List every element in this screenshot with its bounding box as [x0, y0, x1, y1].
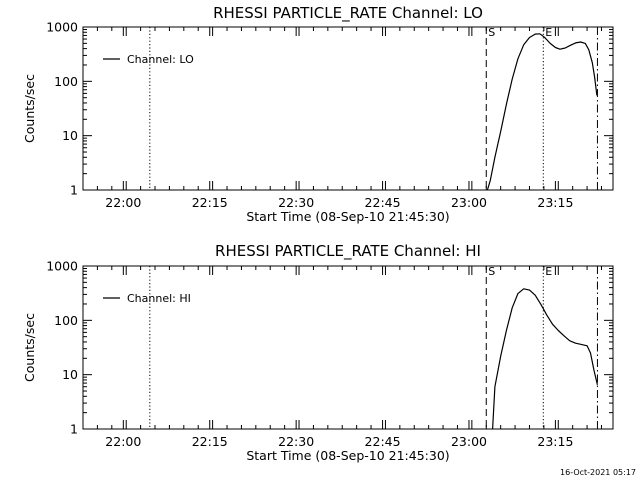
y-tick-label: 10	[62, 128, 78, 143]
marker-label: S	[488, 265, 495, 278]
y-tick-label: 1	[70, 422, 78, 437]
y-axis-label: Counts/sec	[22, 313, 37, 382]
x-tick-label: 22:15	[192, 195, 228, 210]
chart-title: RHESSI PARTICLE_RATE Channel: HI	[215, 242, 481, 261]
marker-label: E	[545, 265, 552, 278]
x-tick-label: 22:30	[278, 195, 314, 210]
x-tick-label: 22:45	[365, 195, 401, 210]
y-tick-label: 1000	[46, 259, 78, 274]
legend-label: Channel: LO	[127, 53, 194, 66]
x-tick-label: 22:15	[192, 434, 228, 449]
x-tick-label: 23:00	[451, 434, 487, 449]
y-axis-label: Counts/sec	[22, 74, 37, 143]
chart-title: RHESSI PARTICLE_RATE Channel: LO	[213, 4, 483, 23]
chart-panel-1: RHESSI PARTICLE_RATE Channel: LO 22:00 22:…	[22, 4, 614, 224]
plot-frame	[82, 265, 614, 430]
y-tick-label: 10	[62, 367, 78, 382]
marker-label: E	[545, 26, 552, 39]
plot-frame	[82, 26, 614, 191]
x-tick-label: 23:15	[537, 195, 573, 210]
x-tick-label: 22:45	[365, 434, 401, 449]
x-tick-label: 23:15	[537, 434, 573, 449]
y-tick-label: 100	[54, 74, 78, 89]
x-tick-label: 22:00	[105, 195, 141, 210]
x-axis-label: Start Time (08-Sep-10 21:45:30)	[246, 209, 449, 224]
timestamp-label: 16-Oct-2021 05:17	[560, 468, 636, 477]
legend-label: Channel: HI	[127, 292, 191, 305]
y-tick-label: 1000	[46, 20, 78, 35]
y-tick-label: 100	[54, 313, 78, 328]
series-line	[486, 33, 598, 191]
x-tick-label: 23:00	[451, 195, 487, 210]
x-tick-label: 22:00	[105, 434, 141, 449]
y-tick-label: 1	[70, 183, 78, 198]
series-line	[492, 288, 598, 430]
x-tick-label: 22:30	[278, 434, 314, 449]
chart-panel-2: RHESSI PARTICLE_RATE Channel: HI 22:00 22:…	[22, 242, 614, 463]
marker-label: S	[488, 26, 495, 39]
x-axis-label: Start Time (08-Sep-10 21:45:30)	[246, 448, 449, 463]
